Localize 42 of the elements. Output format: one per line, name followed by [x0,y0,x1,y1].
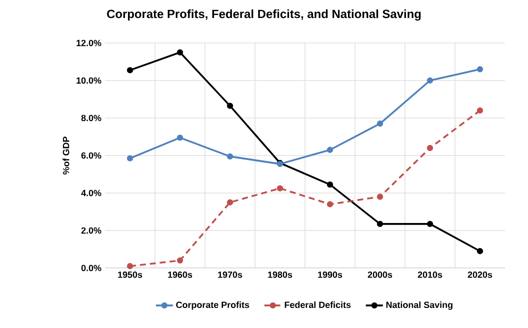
legend-label: National Saving [386,301,452,310]
point [126,155,134,162]
point [176,257,184,264]
point [376,220,384,228]
y-tick-label: 10.0% [76,77,102,84]
point [476,107,484,114]
point [176,134,184,141]
point [426,220,434,228]
legend-label: Corporate Profits [176,301,250,310]
point [376,120,384,127]
point [126,263,134,270]
point [226,102,234,109]
x-tick-label: 1970s [218,272,242,278]
point [376,194,384,200]
point [476,248,484,254]
point [426,77,434,84]
point [326,201,334,208]
point [276,185,284,192]
x-tick-label: 2000s [368,272,392,278]
point [126,67,134,74]
point [226,153,234,160]
chart-title: Corporate Profits, Federal Deficits, and National Saving [107,9,421,21]
x-tick-label: 1950s [118,272,142,278]
y-tick-label: 0.0% [81,264,102,272]
legend-label: Federal Deficits [284,301,351,308]
x-tick-label: 1980s [268,272,292,278]
point [326,146,334,153]
x-tick-label: 2020s [468,272,492,278]
y-tick-label: 8.0% [81,114,102,122]
y-tick-label: 6.0% [81,152,102,159]
point [326,181,334,188]
point [476,66,484,72]
y-tick-label: 12.0% [76,40,102,46]
y-axis-title: %of GDP [62,136,70,174]
y-tick-label: 4.0% [81,190,102,196]
x-tick-label: 2010s [418,272,442,278]
y-tick-label: 2.0% [81,227,102,234]
x-tick-label: 1960s [168,272,192,278]
point [226,199,234,206]
x-tick-label: 1990s [318,272,342,278]
point [176,49,184,56]
point [426,144,434,152]
